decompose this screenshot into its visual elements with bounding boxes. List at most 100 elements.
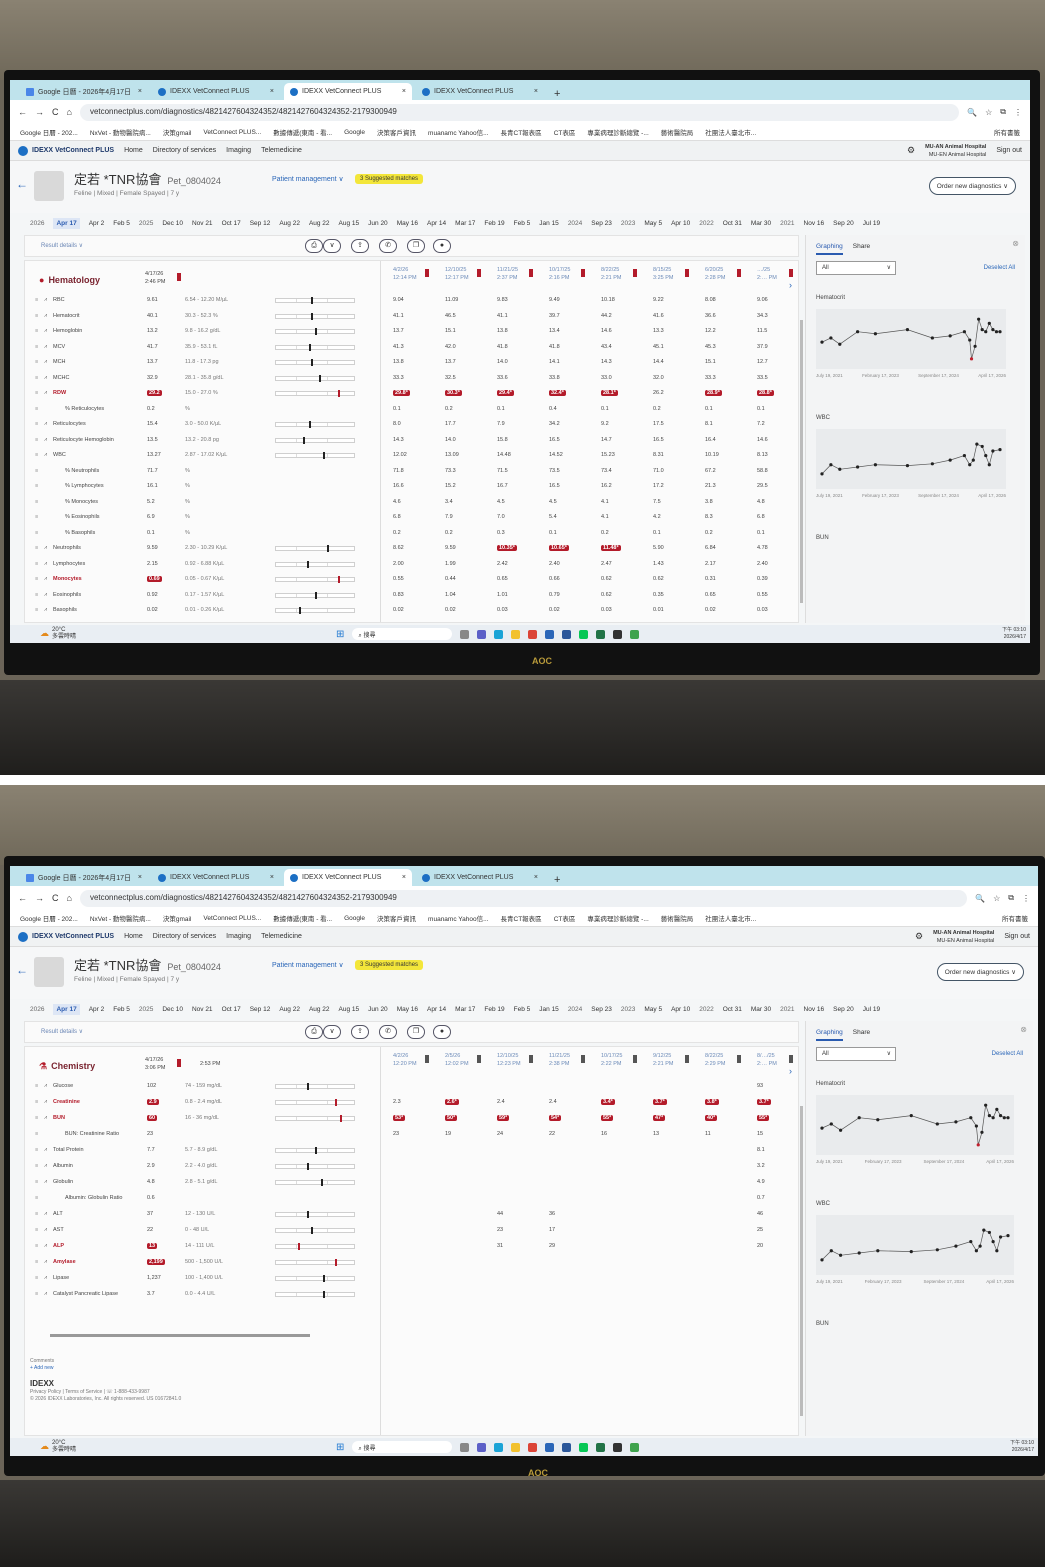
timeline-date[interactable]: Nov 21 bbox=[191, 219, 213, 227]
share-tab[interactable]: Share bbox=[852, 243, 871, 250]
trend-point[interactable] bbox=[971, 458, 975, 462]
print-icon[interactable]: ⎙ bbox=[305, 1025, 323, 1039]
close-tab-icon[interactable]: × bbox=[137, 874, 142, 881]
timeline-date[interactable]: Jan 15 bbox=[539, 219, 559, 227]
timeline-date[interactable]: Sep 23 bbox=[591, 219, 612, 227]
trend-point[interactable] bbox=[984, 330, 988, 334]
deselect-all-link[interactable]: Deselect All bbox=[991, 1051, 1023, 1057]
app-icon[interactable] bbox=[613, 629, 623, 639]
back-icon[interactable]: ← bbox=[18, 893, 27, 903]
trend-point[interactable] bbox=[839, 1128, 843, 1132]
horizontal-scrollbar[interactable] bbox=[50, 1334, 310, 1337]
weather-widget[interactable]: ☁ 20°C 多雲時晴 bbox=[10, 627, 76, 642]
timeline-date[interactable]: Apr 14 bbox=[427, 219, 447, 227]
timeline-date[interactable]: Jul 19 bbox=[862, 1005, 881, 1013]
nav-link[interactable]: Directory of services bbox=[152, 147, 217, 154]
timeline-date[interactable]: Apr 10 bbox=[671, 219, 691, 227]
file-explorer-icon[interactable] bbox=[511, 629, 521, 639]
chrome-icon[interactable] bbox=[528, 629, 538, 639]
trend-point[interactable] bbox=[838, 467, 842, 471]
timeline-date[interactable]: Mar 17 bbox=[455, 1005, 476, 1013]
history-column-header[interactable]: 2/5/26 12:02 PM bbox=[445, 1053, 469, 1068]
trend-point[interactable] bbox=[984, 1103, 988, 1107]
start-icon[interactable]: ⊞ bbox=[336, 628, 345, 640]
trend-point[interactable] bbox=[968, 338, 972, 342]
trend-point[interactable] bbox=[935, 1248, 939, 1252]
drag-handle-icon[interactable]: ≡ bbox=[35, 421, 39, 427]
drag-handle-icon[interactable]: ≡ bbox=[35, 483, 39, 489]
trend-graph-icon[interactable]: ⩘ bbox=[44, 312, 48, 319]
trend-graph-icon[interactable]: ⩘ bbox=[44, 374, 48, 381]
result-row[interactable]: ≡ ⩘ Reticulocyte Hemoglobin 13.5 13.2 - 20.8… bbox=[35, 433, 795, 447]
drag-handle-icon[interactable]: ≡ bbox=[35, 405, 39, 412]
trend-point[interactable] bbox=[820, 472, 824, 476]
home-icon[interactable]: ⌂ bbox=[66, 893, 72, 903]
browser-tab[interactable]: Google 日曆 - 2026年4月17日 × bbox=[20, 83, 148, 100]
history-column-header[interactable]: 8/…/25 2:… PM bbox=[757, 1053, 777, 1068]
back-icon[interactable]: ← bbox=[18, 107, 27, 117]
trend-graph-icon[interactable]: ⩘ bbox=[44, 328, 48, 334]
trend-point[interactable] bbox=[977, 317, 981, 321]
sign-out-link[interactable]: Sign out bbox=[1004, 933, 1030, 940]
drag-handle-icon[interactable]: ≡ bbox=[35, 1259, 39, 1265]
trend-point[interactable] bbox=[982, 1228, 986, 1232]
bookmark-item[interactable]: Google bbox=[344, 914, 366, 922]
trend-point[interactable] bbox=[974, 1124, 978, 1128]
trend-point[interactable] bbox=[905, 464, 910, 468]
result-row[interactable]: ≡ ⩘ MCHC 32.9 28.1 - 35.8 g/dL 33.3 32.5 33.6 33… bbox=[35, 371, 795, 385]
bookmark-item[interactable]: 專業病理診斷總覽 -... bbox=[587, 916, 649, 923]
trend-point[interactable] bbox=[954, 1244, 958, 1248]
phone-icon[interactable]: ✆ bbox=[379, 1025, 397, 1039]
trend-point[interactable] bbox=[839, 1253, 843, 1257]
trend-point[interactable] bbox=[820, 1126, 824, 1130]
result-row[interactable]: ≡ ⩘ WBC 13.27 2.87 - 17.02 K/µL 12.02 13.09 14.… bbox=[35, 448, 795, 462]
url-input[interactable]: vetconnectplus.com/diagnostics/482142760… bbox=[79, 103, 960, 121]
drag-handle-icon[interactable]: ≡ bbox=[35, 1163, 39, 1169]
result-row[interactable]: ≡ ⩘ MCH 13.7 11.8 - 17.3 pg 13.8 13.7 14.0 14.1 1… bbox=[35, 355, 795, 369]
brand-logo[interactable]: IDEXX VetConnect PLUS bbox=[18, 145, 114, 156]
result-row[interactable]: ≡ ⩘ Reticulocytes 15.4 3.0 - 50.0 K/µL 8.0 17.… bbox=[35, 417, 795, 431]
menu-icon[interactable]: ⋮ bbox=[1022, 893, 1030, 903]
app-icon[interactable] bbox=[630, 629, 640, 639]
trend-graph-icon[interactable]: ⩘ bbox=[44, 545, 48, 551]
graphing-tab[interactable]: Graphing bbox=[816, 243, 843, 255]
sign-out-link[interactable]: Sign out bbox=[996, 147, 1022, 154]
chevron-down-icon[interactable]: ∨ bbox=[323, 1025, 341, 1039]
copy-icon[interactable]: ❐ bbox=[407, 1025, 425, 1039]
drag-handle-icon[interactable]: ≡ bbox=[35, 576, 39, 582]
result-row[interactable]: ≡ ⩘ Hemoglobin 13.2 9.8 - 16.2 g/dL 13.7 15.1 1… bbox=[35, 324, 795, 338]
drag-handle-icon[interactable]: ≡ bbox=[35, 545, 39, 551]
trend-graph-icon[interactable]: ⩘ bbox=[44, 607, 48, 613]
chat-icon[interactable] bbox=[477, 1442, 487, 1452]
trend-point[interactable] bbox=[954, 1120, 958, 1124]
trend-point[interactable] bbox=[968, 463, 972, 467]
trend-point[interactable] bbox=[969, 1116, 973, 1120]
suggested-matches-badge[interactable]: 3 Suggested matches bbox=[355, 960, 424, 970]
trend-point[interactable] bbox=[980, 328, 984, 332]
zoom-icon[interactable]: 🔍 bbox=[967, 107, 978, 117]
file-explorer-icon[interactable] bbox=[511, 1442, 521, 1452]
result-row[interactable]: ≡ BUN: Creatinine Ratio 23 23 19 24 22 16 13 11 15 bbox=[35, 1127, 795, 1141]
trend-graph-icon[interactable]: ⩘ bbox=[44, 359, 48, 365]
drag-handle-icon[interactable]: ≡ bbox=[35, 452, 39, 458]
app-icon[interactable] bbox=[545, 629, 555, 639]
timeline-date[interactable]: Jul 19 bbox=[862, 219, 881, 227]
copy-icon[interactable]: ❐ bbox=[407, 239, 425, 253]
trend-point[interactable] bbox=[991, 328, 995, 332]
result-row[interactable]: ≡ % Neutrophils 71.7% 71.8 73.3 71.5 73.5 73.4 7… bbox=[35, 464, 795, 478]
history-column-header[interactable]: 9/12/25 2:21 PM bbox=[653, 1053, 673, 1068]
trend-point[interactable] bbox=[995, 1107, 999, 1111]
zoom-icon[interactable]: 🔍 bbox=[975, 893, 986, 903]
timeline-date[interactable]: Nov 21 bbox=[191, 1005, 213, 1013]
result-row[interactable]: ≡ ⩘ Neutrophils 9.59 2.30 - 10.29 K/µL 8.62 9.… bbox=[35, 541, 795, 555]
drag-handle-icon[interactable]: ≡ bbox=[35, 359, 39, 365]
trend-point[interactable] bbox=[987, 321, 991, 325]
trend-point[interactable] bbox=[998, 1114, 1003, 1118]
drag-handle-icon[interactable]: ≡ bbox=[35, 1195, 39, 1201]
history-column-header[interactable]: 10/17/25 2:22 PM bbox=[601, 1053, 622, 1068]
trend-graph-icon[interactable]: ⩘ bbox=[44, 1291, 48, 1297]
trend-graph-icon[interactable]: ⩘ bbox=[44, 390, 48, 396]
drag-handle-icon[interactable]: ≡ bbox=[35, 467, 39, 474]
graph-filter-select[interactable]: All ∨ bbox=[816, 1047, 896, 1061]
trend-point[interactable] bbox=[829, 463, 833, 467]
